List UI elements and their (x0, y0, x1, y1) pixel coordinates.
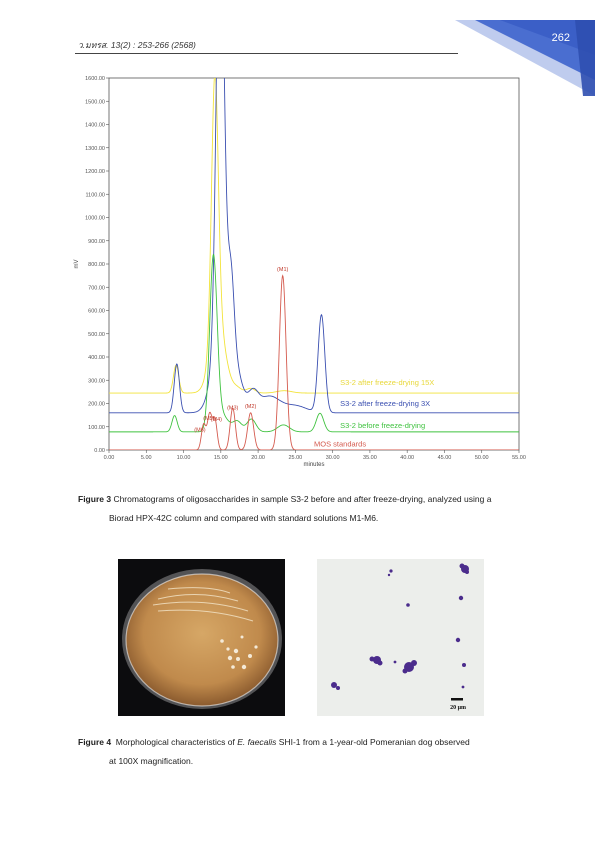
y-axis-label: mV (74, 260, 80, 269)
y-tick-label: 600.00 (88, 309, 105, 315)
peak-label: (M2) (245, 404, 256, 410)
scale-bar-label: 20 μm (450, 705, 466, 711)
x-tick-label: 35.00 (363, 455, 377, 461)
figure-3-caption: Figure 3 Chromatograms of oligosaccharid… (78, 490, 538, 528)
figure-3-caption-line2: Biorad HPX-42C column and compared with … (109, 513, 379, 523)
x-tick-label: 25.00 (288, 455, 302, 461)
micrograph-photo: 20 μm (317, 559, 484, 716)
x-tick-label: 50.00 (475, 455, 489, 461)
x-tick-label: 40.00 (400, 455, 414, 461)
y-tick-label: 900.00 (88, 239, 105, 245)
plot-frame (108, 77, 520, 451)
figure-4-caption-line2: at 100X magnification. (109, 756, 194, 766)
series-line (109, 253, 519, 433)
series-group (109, 78, 519, 450)
page-number: 262 (551, 32, 570, 44)
x-tick-label: 55.00 (512, 455, 526, 461)
series-line (109, 274, 519, 450)
y-tick-label: 1000.00 (85, 216, 105, 222)
chromatogram-chart: 0.00 100.00 200.00 300.00 400.00 500.00 600.00… (74, 76, 526, 468)
journal-header: ว.มทรส. 13(2) : 253-266 (2568) (78, 40, 196, 50)
figure-4-caption-pre: Morphological characteristics of (115, 737, 238, 747)
y-tick-label: 300.00 (88, 378, 105, 384)
petri-dish-photo (118, 559, 285, 716)
y-tick-label: 1200.00 (85, 169, 105, 175)
x-tick-label: 20.00 (251, 455, 265, 461)
series-line (109, 78, 519, 394)
corner-edge-band (575, 20, 595, 96)
figure-3-label: Figure 3 (78, 494, 112, 504)
peak-label: (M3) (227, 405, 238, 411)
x-tick-label: 45.00 (438, 455, 452, 461)
y-tick-label: 700.00 (88, 285, 105, 291)
series-label: S3-2 after freeze-drying 15X (340, 378, 434, 387)
x-tick-label: 30.00 (326, 455, 340, 461)
peak-label: (M5) (203, 416, 214, 422)
y-tick-label: 800.00 (88, 262, 105, 268)
x-axis-label: minutes (303, 462, 324, 468)
x-tick-label: 10.00 (177, 455, 191, 461)
series-line (109, 78, 519, 414)
header-rule (75, 53, 458, 54)
figure-4-caption: Figure 4 Morphological characteristics o… (78, 733, 538, 771)
x-tick-label: 15.00 (214, 455, 228, 461)
y-tick-label: 1400.00 (85, 123, 105, 129)
peak-label: (M1) (277, 267, 288, 273)
series-label: S3-2 after freeze-drying 3X (340, 399, 430, 408)
figure-3-caption-line1: Chromatograms of oligosaccharides in sam… (113, 494, 492, 504)
figure-4-caption-post: SHI-1 from a 1-year-old Pomeranian dog o… (276, 737, 470, 747)
y-tick-label: 1300.00 (85, 146, 105, 152)
y-tick-label: 500.00 (88, 332, 105, 338)
y-tick-label: 400.00 (88, 355, 105, 361)
x-tick-label: 0.00 (104, 455, 115, 461)
scale-bar (451, 698, 463, 701)
y-tick-label: 0.00 (94, 448, 105, 454)
y-tick-label: 1500.00 (85, 99, 105, 105)
corner-dark-band (500, 20, 595, 55)
peak-label: (M4) (211, 417, 222, 423)
x-tick-label: 5.00 (141, 455, 152, 461)
y-tick-label: 100.00 (88, 425, 105, 431)
y-tick-label: 1100.00 (86, 192, 105, 198)
series-label: S3-2 before freeze-drying (340, 421, 425, 430)
figure-4-caption-species: E. faecalis (237, 737, 277, 747)
corner-decoration (455, 20, 595, 96)
y-tick-label: 200.00 (88, 402, 105, 408)
series-label: MOS standards (314, 440, 366, 449)
figure-4-label: Figure 4 (78, 737, 112, 747)
peak-label: (M6) (194, 427, 205, 433)
y-tick-label: 1600.00 (85, 76, 105, 82)
